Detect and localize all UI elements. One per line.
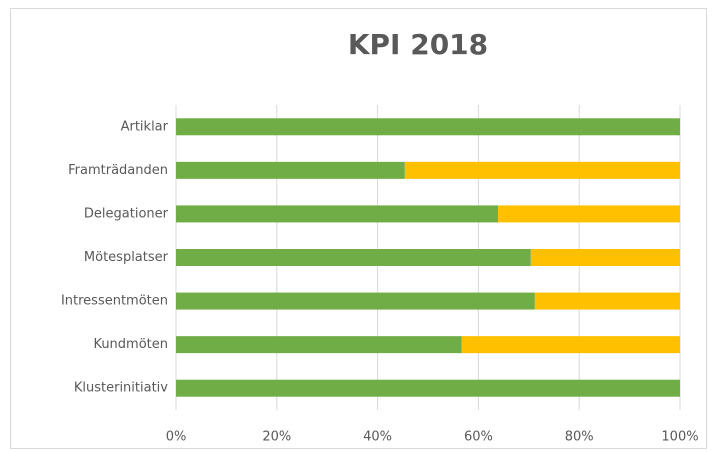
x-tick-label: 100% [661, 430, 698, 445]
bar-segment [176, 379, 680, 397]
y-tick-label: Framträdanden [68, 163, 168, 178]
bar-segment [176, 205, 499, 223]
y-tick-label: Delegationer [84, 206, 169, 221]
bar-segment [176, 249, 531, 266]
bar-segment [176, 292, 535, 310]
chart-border [10, 8, 707, 449]
bar-segment [498, 205, 680, 223]
y-tick-label: Klusterinitiativ [74, 381, 168, 396]
chart-title: KPI 2018 [348, 28, 488, 61]
x-tick-label: 60% [464, 430, 493, 445]
bar-segment [404, 161, 680, 179]
y-tick-label: Intressentmöten [61, 294, 168, 309]
x-tick-label: 40% [363, 430, 392, 445]
x-tick-label: 0% [166, 430, 187, 445]
y-tick-label: Kundmöten [93, 337, 168, 352]
bar-segment [461, 336, 680, 354]
y-tick-label: Mötesplatser [84, 250, 169, 265]
bar-segment [534, 292, 680, 310]
x-tick-label: 20% [262, 430, 291, 445]
y-tick-label: Artiklar [121, 119, 169, 134]
bar-segment [176, 336, 462, 354]
x-tick-label: 80% [565, 430, 594, 445]
bar-segment [176, 161, 405, 179]
bar-segment [530, 249, 680, 266]
bar-segment [176, 118, 680, 136]
